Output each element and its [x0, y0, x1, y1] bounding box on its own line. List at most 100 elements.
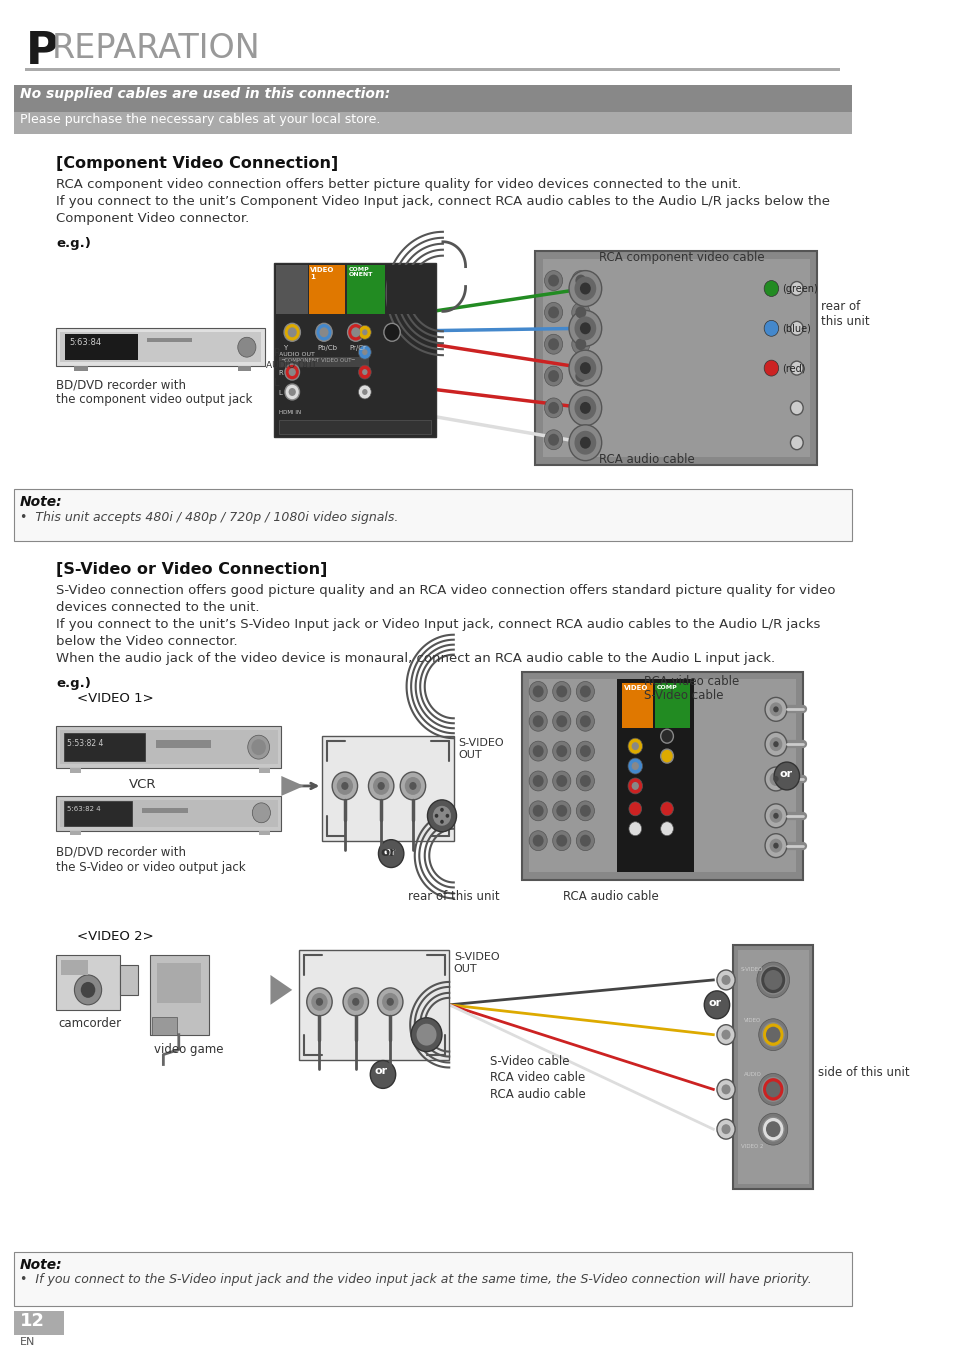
Circle shape — [660, 729, 673, 743]
Text: Pb/Cb: Pb/Cb — [317, 345, 337, 352]
Circle shape — [382, 993, 398, 1011]
Bar — [64, 733, 145, 762]
Polygon shape — [281, 776, 304, 795]
Circle shape — [631, 743, 639, 749]
Circle shape — [717, 971, 735, 989]
Circle shape — [445, 814, 449, 818]
Circle shape — [548, 434, 558, 446]
Circle shape — [579, 745, 590, 758]
Bar — [521, 671, 802, 880]
Circle shape — [288, 328, 296, 337]
Circle shape — [574, 276, 596, 301]
Text: Component Video connector.: Component Video connector. — [56, 212, 250, 225]
Text: e.g.): e.g.) — [56, 237, 91, 249]
Text: RCA video cable: RCA video cable — [490, 1072, 585, 1085]
Bar — [13, 1251, 851, 1306]
Circle shape — [576, 682, 594, 701]
Circle shape — [579, 363, 590, 373]
Text: VIDEO 2: VIDEO 2 — [740, 1144, 762, 1148]
Circle shape — [764, 833, 786, 857]
Circle shape — [252, 739, 266, 755]
Circle shape — [790, 282, 802, 295]
Circle shape — [579, 686, 590, 697]
Text: S-Video cable: S-Video cable — [643, 689, 723, 702]
Circle shape — [576, 741, 594, 762]
Circle shape — [532, 805, 543, 817]
Text: [S-Video or Video Connection]: [S-Video or Video Connection] — [56, 562, 327, 577]
Text: Please purchase the necessary cables at your local store.: Please purchase the necessary cables at … — [20, 113, 380, 127]
Bar — [237, 367, 252, 371]
Circle shape — [289, 388, 295, 396]
Text: •  This unit accepts 480i / 480p / 720p / 1080i video signals.: • This unit accepts 480i / 480p / 720p /… — [20, 511, 398, 524]
Text: RCA audio cable: RCA audio cable — [598, 453, 694, 465]
Text: AUDIO OUT: AUDIO OUT — [278, 352, 314, 357]
Circle shape — [552, 741, 570, 762]
Circle shape — [769, 809, 781, 822]
Text: VIDEO
1: VIDEO 1 — [310, 267, 335, 279]
Bar — [150, 956, 209, 1035]
Circle shape — [720, 1124, 730, 1134]
Bar — [535, 251, 816, 465]
Circle shape — [556, 716, 567, 728]
Circle shape — [532, 686, 543, 697]
Bar — [120, 965, 138, 995]
Circle shape — [761, 1023, 783, 1046]
Circle shape — [773, 741, 778, 747]
Circle shape — [575, 338, 586, 350]
Circle shape — [660, 822, 673, 836]
Circle shape — [773, 762, 799, 790]
Circle shape — [529, 830, 547, 851]
Bar — [64, 801, 132, 826]
Circle shape — [529, 682, 547, 701]
Circle shape — [571, 367, 589, 386]
Circle shape — [576, 712, 594, 731]
Text: BD/DVD recorder with
the component video output jack: BD/DVD recorder with the component video… — [56, 377, 253, 406]
Circle shape — [285, 364, 299, 380]
Text: 5:63:84: 5:63:84 — [69, 338, 101, 348]
Circle shape — [370, 1061, 395, 1088]
Text: <VIDEO 1>: <VIDEO 1> — [77, 693, 153, 705]
Text: <VIDEO 2>: <VIDEO 2> — [77, 930, 153, 944]
Bar — [26, 67, 840, 70]
Text: or: or — [779, 768, 792, 779]
Circle shape — [628, 802, 641, 816]
Circle shape — [544, 430, 562, 450]
Circle shape — [358, 365, 371, 379]
Circle shape — [579, 283, 590, 294]
Circle shape — [579, 775, 590, 787]
Circle shape — [769, 772, 781, 786]
Circle shape — [439, 807, 443, 811]
Circle shape — [576, 771, 594, 791]
Circle shape — [575, 275, 586, 287]
Text: below the Video connector.: below the Video connector. — [56, 635, 237, 648]
Circle shape — [377, 782, 384, 790]
Circle shape — [237, 337, 255, 357]
Text: (red): (red) — [781, 363, 805, 373]
Bar — [655, 683, 689, 728]
Circle shape — [758, 1113, 787, 1144]
Circle shape — [358, 345, 371, 359]
Circle shape — [631, 782, 639, 790]
Bar — [142, 807, 188, 813]
Text: camcorder: camcorder — [58, 1016, 121, 1030]
Text: or: or — [708, 998, 721, 1008]
Text: rear of this unit: rear of this unit — [408, 891, 499, 903]
Bar — [60, 333, 261, 363]
Circle shape — [435, 814, 437, 818]
Circle shape — [532, 834, 543, 847]
Circle shape — [769, 737, 781, 751]
Text: No supplied cables are used in this connection:: No supplied cables are used in this conn… — [20, 86, 390, 101]
Text: S-VIDEO
OUT: S-VIDEO OUT — [457, 739, 503, 760]
Circle shape — [631, 762, 639, 770]
Text: EN: EN — [20, 1337, 35, 1347]
Circle shape — [383, 324, 400, 341]
Circle shape — [660, 749, 673, 763]
Circle shape — [400, 772, 425, 799]
Circle shape — [552, 801, 570, 821]
Bar — [733, 945, 812, 1189]
Bar — [275, 264, 307, 314]
Circle shape — [568, 425, 601, 461]
Circle shape — [765, 1122, 780, 1138]
Circle shape — [575, 306, 586, 318]
Circle shape — [579, 716, 590, 728]
